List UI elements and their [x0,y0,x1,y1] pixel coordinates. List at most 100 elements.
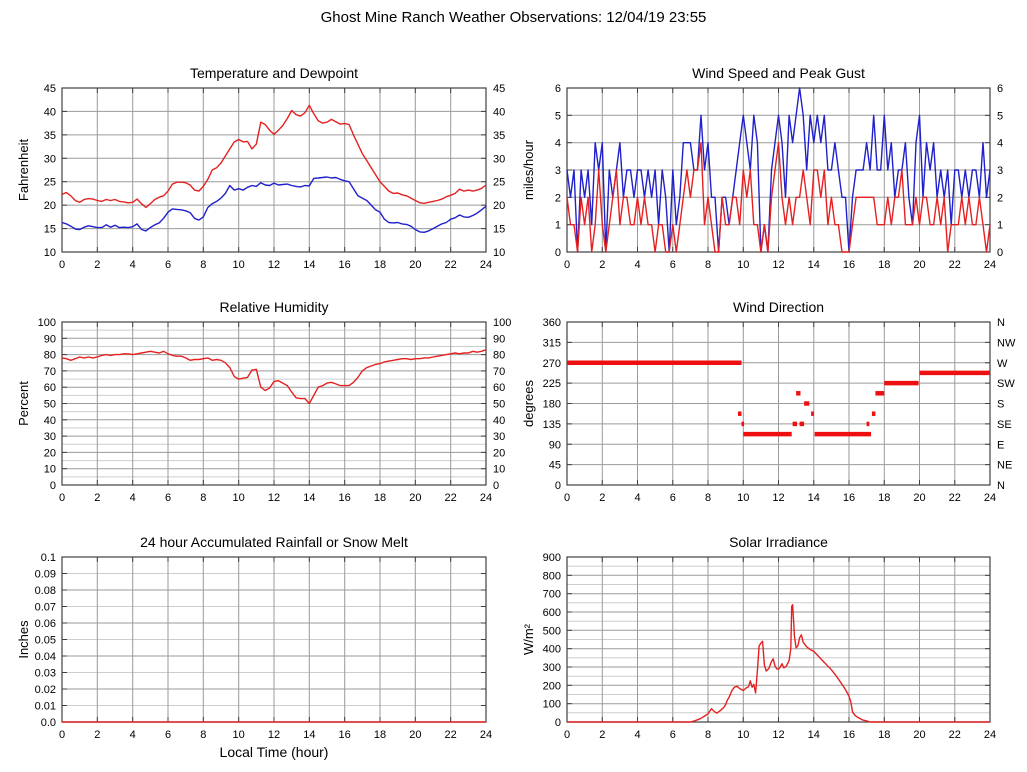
y-tick-label-right: NE [997,460,1012,472]
temperature-line [61,104,487,209]
y-tick-label: 300 [543,662,561,674]
x-tick-label: 18 [374,259,386,271]
y-axis-label: miles/hour [521,139,536,200]
x-tick-label: 12 [268,492,280,504]
x-tick-label: 22 [445,259,457,271]
x-tick-label: 2 [94,259,100,271]
y-tick-label: 70 [44,366,56,378]
y-tick-label-right: N [997,480,1005,492]
y-axis-label: degrees [521,380,536,427]
y-tick-label: 0.1 [41,552,56,564]
x-tick-label: 24 [480,492,492,504]
y-tick-label: 40 [44,106,56,118]
y-tick-label-right: W [997,358,1008,370]
y-tick-label: 20 [44,200,56,212]
y-tick-label: 20 [44,447,56,459]
y-tick-label: 100 [38,317,56,329]
y-tick-label-right: 90 [493,333,505,345]
y-tick-label-right: 4 [997,138,1003,150]
y-tick-label: 225 [543,378,561,390]
y-tick-label: 600 [543,607,561,619]
x-tick-label: 12 [268,259,280,271]
y-tick-label-right: SE [997,419,1012,431]
y-tick-label: 900 [543,552,561,564]
y-tick-label: 135 [543,419,561,431]
x-tick-label: 20 [409,729,421,741]
x-tick-label: 8 [200,259,206,271]
x-tick-label: 24 [984,259,996,271]
y-tick-label-right: 20 [493,200,505,212]
y-tick-label: 0.08 [35,585,56,597]
y-tick-label-right: 100 [493,317,511,329]
x-tick-label: 6 [165,259,171,271]
x-tick-label: 10 [233,729,245,741]
y-tick-label: 270 [543,358,561,370]
x-tick-label: 2 [94,729,100,741]
y-tick-label-right: 6 [997,83,1003,95]
x-tick-label: 14 [303,259,315,271]
x-tick-label: 4 [130,259,136,271]
x-tick-label: 4 [130,729,136,741]
y-tick-label-right: 45 [493,83,505,95]
y-tick-label-right: 0 [997,247,1003,259]
x-tick-label: 16 [339,729,351,741]
x-tick-label: 12 [772,259,784,271]
x-tick-label: 12 [772,492,784,504]
x-tick-label: 8 [200,492,206,504]
y-tick-label: 45 [549,460,561,472]
x-tick-label: 10 [233,492,245,504]
y-tick-label: 700 [543,589,561,601]
x-tick-label: 8 [705,492,711,504]
wind-speed-line [566,141,991,253]
y-tick-label: 10 [44,464,56,476]
x-tick-label: 18 [374,729,386,741]
x-tick-label: 16 [843,729,855,741]
x-tick-label: 10 [737,259,749,271]
y-tick-label-right: 30 [493,431,505,443]
dewpoint-line [61,176,487,234]
x-tick-label: 14 [808,492,820,504]
y-tick-label: 4 [555,138,561,150]
y-tick-label: 30 [44,153,56,165]
x-tick-label: 16 [843,259,855,271]
y-tick-label: 50 [44,399,56,411]
y-tick-label: 30 [44,431,56,443]
y-tick-label-right: 40 [493,415,505,427]
x-tick-label: 8 [200,729,206,741]
y-tick-label-right: 30 [493,153,505,165]
y-tick-label-right: 60 [493,382,505,394]
y-tick-label: 0 [555,480,561,492]
y-tick-label-right: 10 [493,464,505,476]
relative-humidity-line [61,349,487,405]
x-tick-label: 12 [772,729,784,741]
y-tick-label: 200 [543,680,561,692]
y-axis-label: W/m² [521,623,536,655]
y-tick-label: 180 [543,399,561,411]
y-tick-label-right: 40 [493,106,505,118]
page-title: Ghost Mine Ranch Weather Observations: 1… [320,9,707,26]
y-tick-label-right: 3 [997,165,1003,177]
y-tick-label: 15 [44,224,56,236]
x-tick-label: 0 [564,729,570,741]
y-tick-label: 40 [44,415,56,427]
x-tick-label: 0 [564,259,570,271]
y-tick-label-right: 15 [493,224,505,236]
x-tick-label: 20 [913,259,925,271]
y-tick-label: 0.09 [35,569,56,581]
x-axis-label: Local Time (hour) [220,744,329,760]
y-tick-label: 0.0 [41,717,56,729]
chart-title: Relative Humidity [220,299,329,315]
y-tick-label: 3 [555,165,561,177]
y-tick-label-right: 5 [997,110,1003,122]
y-tick-label-right: 35 [493,130,505,142]
y-tick-label: 1 [555,220,561,232]
x-tick-label: 2 [94,492,100,504]
y-tick-label: 400 [543,644,561,656]
x-tick-label: 4 [634,259,640,271]
x-tick-label: 22 [445,729,457,741]
y-axis-label: Percent [16,381,31,426]
y-tick-label: 800 [543,570,561,582]
